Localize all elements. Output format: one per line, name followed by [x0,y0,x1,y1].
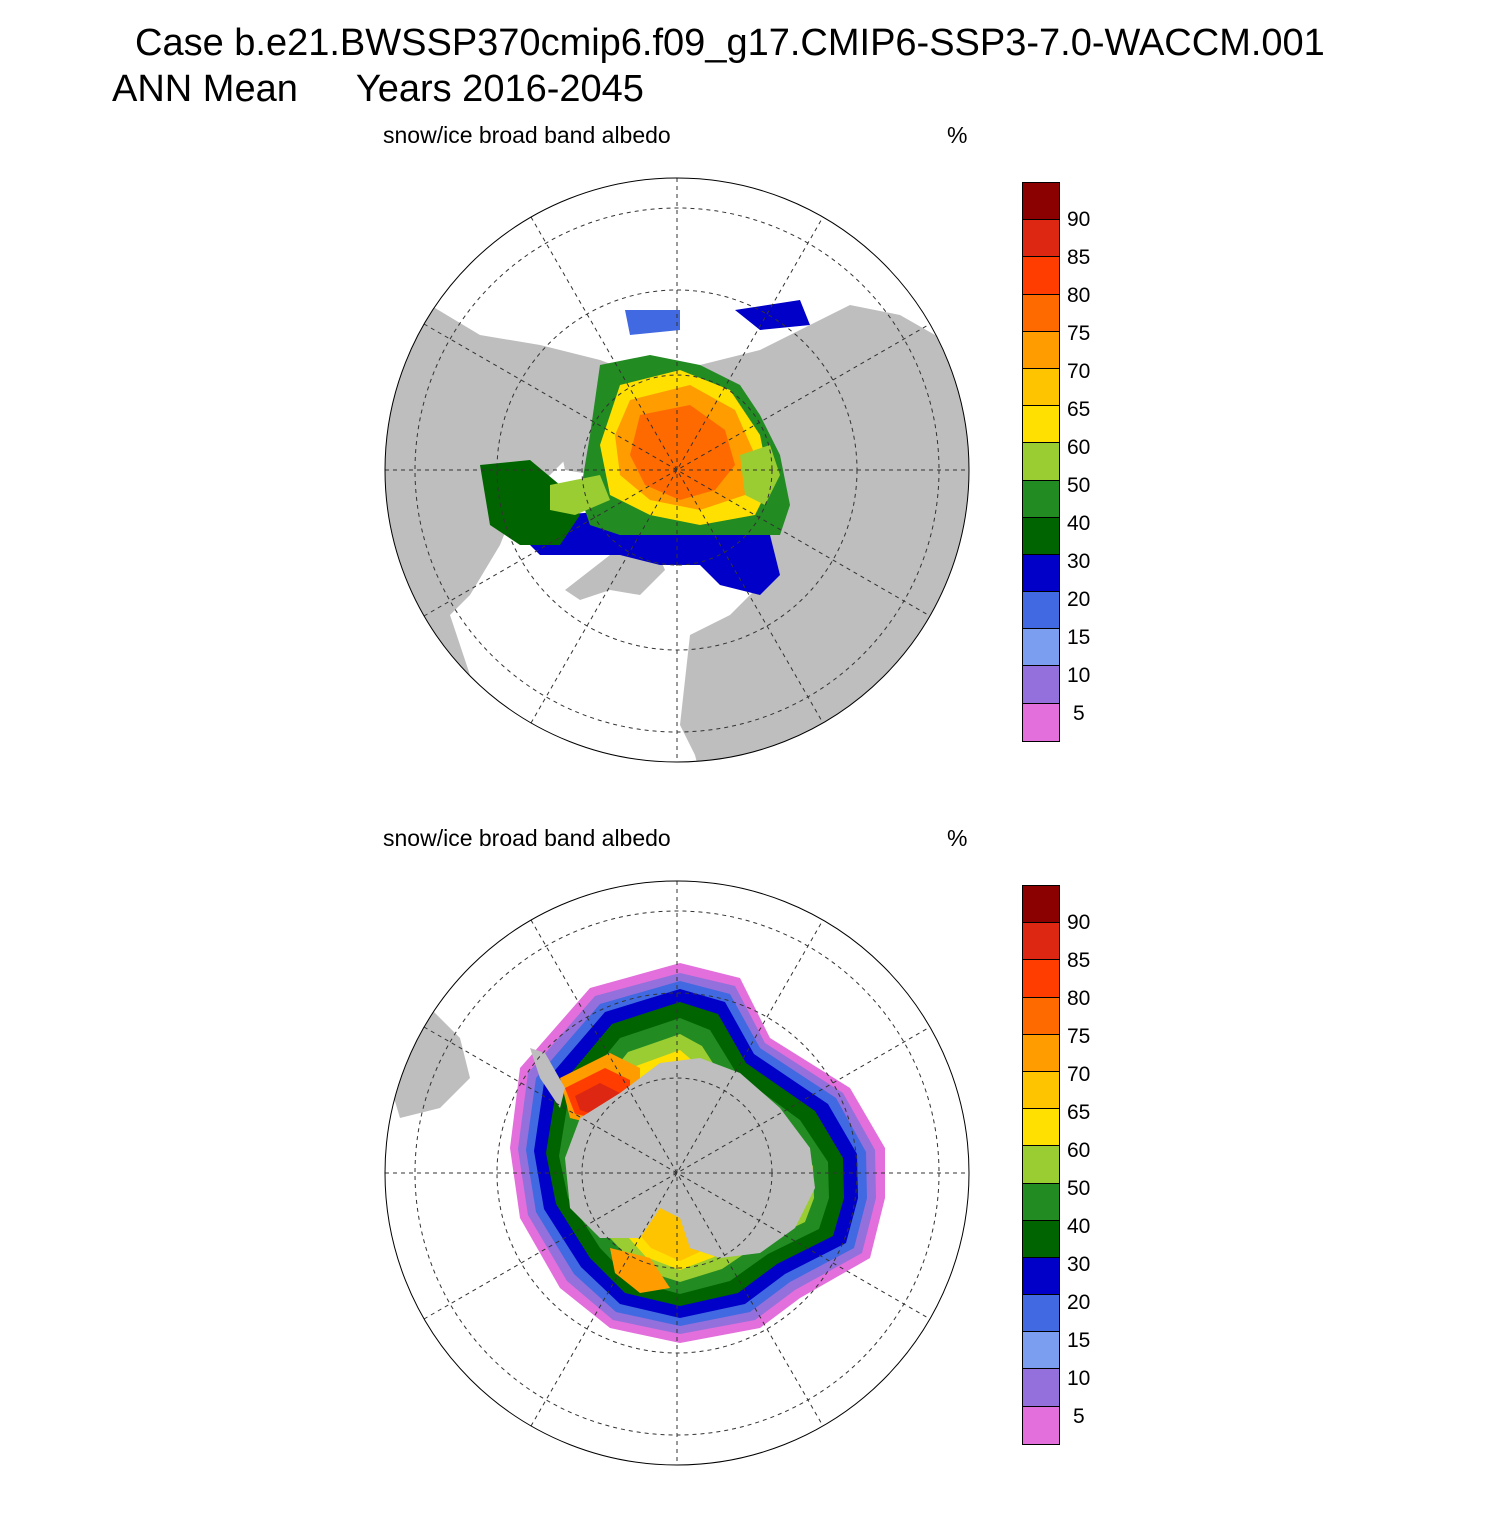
antarctica-land [565,1058,815,1258]
colorbar-box [1023,923,1059,961]
colorbar-box [1023,703,1059,741]
south-polar-map [384,880,970,1466]
colorbar-box [1023,294,1059,332]
colorbar-label: 30 [1067,1253,1091,1276]
south-colorbar [1022,885,1060,1445]
case-title: Case b.e21.BWSSP370cmip6.f09_g17.CMIP6-S… [135,22,1325,64]
colorbar-label: 85 [1067,246,1091,269]
colorbar-box [1023,220,1059,258]
panel-units: % [947,122,968,148]
colorbar-label: 80 [1067,987,1091,1010]
colorbar-label: 15 [1067,1329,1091,1352]
south-map-border [384,880,970,1466]
colorbar-box [1023,406,1059,444]
colorbar-box [1023,960,1059,998]
colorbar-box [1023,480,1059,518]
colorbar-box [1023,997,1059,1035]
colorbar-box [1023,1109,1059,1147]
colorbar-box [1023,331,1059,369]
panel-units: % [947,825,968,851]
north-colorbar [1022,182,1060,742]
colorbar-box [1023,592,1059,630]
colorbar-label: 90 [1067,208,1091,231]
season-label: ANN Mean [112,68,298,110]
colorbar-label: 75 [1067,322,1091,345]
antarctic-peninsula [530,1048,565,1108]
colorbar-box [1023,1406,1059,1444]
colorbar-box [1023,1183,1059,1221]
colorbar-box [1023,257,1059,295]
colorbar-label: 40 [1067,512,1091,535]
colorbar-box [1023,666,1059,704]
colorbar-label: 60 [1067,1139,1091,1162]
colorbar-label: 75 [1067,1025,1091,1048]
colorbar-label: 60 [1067,436,1091,459]
colorbar-label: 50 [1067,1177,1091,1200]
colorbar-label: 30 [1067,550,1091,573]
colorbar-label: 70 [1067,360,1091,383]
colorbar-label: 10 [1067,1367,1091,1390]
south-graticule [385,881,969,1465]
colorbar-label: 15 [1067,626,1091,649]
colorbar-box [1023,1332,1059,1370]
colorbar-label: 5 [1073,1405,1085,1428]
colorbar-box [1023,517,1059,555]
colorbar-box [1023,629,1059,667]
colorbar-box [1023,1257,1059,1296]
colorbar-label: 80 [1067,284,1091,307]
colorbar-label: 65 [1067,1101,1091,1124]
panel-north: snow/ice broad band albedo % [0,115,1500,815]
colorbar-box [1023,1295,1059,1333]
colorbar-box [1023,1369,1059,1407]
colorbar-box [1023,1071,1059,1110]
colorbar-label: 20 [1067,588,1091,611]
colorbar-box [1023,1034,1059,1072]
colorbar-box [1023,368,1059,407]
north-map-border [384,177,970,763]
colorbar-label: 90 [1067,911,1091,934]
colorbar-label: 10 [1067,664,1091,687]
north-graticule [385,178,969,762]
panel-south: snow/ice broad band albedo % [0,818,1500,1518]
colorbar-label: 70 [1067,1063,1091,1086]
panel-title: snow/ice broad band albedo [383,122,671,148]
colorbar-box [1023,183,1059,221]
north-polar-map [384,177,970,763]
colorbar-box [1023,554,1059,593]
colorbar-box [1023,443,1059,481]
colorbar-box [1023,1220,1059,1258]
period-title: ANN Mean Years 2016-2045 [112,70,644,108]
years-label: Years 2016-2045 [355,68,644,110]
colorbar-label: 85 [1067,949,1091,972]
north-sea-ice [480,300,810,595]
panel-title: snow/ice broad band albedo [383,825,671,851]
colorbar-label: 40 [1067,1215,1091,1238]
colorbar-box [1023,1146,1059,1184]
colorbar-box [1023,886,1059,924]
colorbar-label: 20 [1067,1291,1091,1314]
colorbar-label: 65 [1067,398,1091,421]
colorbar-label: 5 [1073,702,1085,725]
colorbar-label: 50 [1067,474,1091,497]
